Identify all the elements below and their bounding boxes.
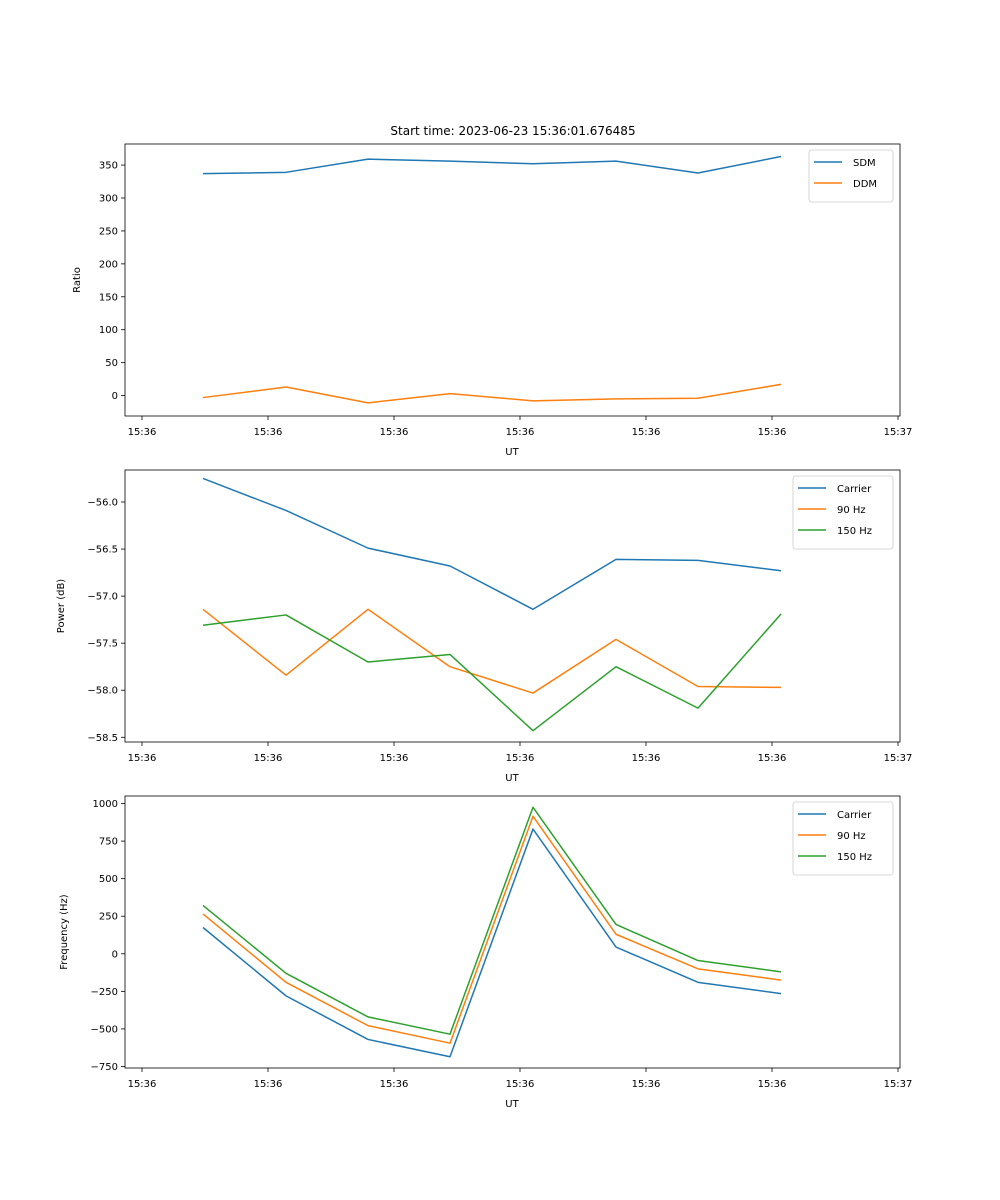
figure-title: Start time: 2023-06-23 15:36:01.676485 bbox=[390, 124, 635, 138]
x-tick-label: 15:36 bbox=[128, 427, 157, 438]
y-tick-label: 150 bbox=[99, 292, 118, 303]
y-tick-label: −250 bbox=[91, 987, 118, 998]
x-tick-label: 15:37 bbox=[884, 1079, 913, 1090]
axes-frame bbox=[124, 143, 901, 417]
legend-label: DDM bbox=[853, 179, 877, 190]
y-tick-label: 50 bbox=[105, 358, 118, 369]
y-tick-label: −56.5 bbox=[87, 545, 118, 556]
series-line-sdm bbox=[202, 155, 782, 175]
chart-3: 15:36 15:36 15:36 15:36 15:36 15:36 15:37 UT 100… bbox=[59, 795, 913, 1110]
series-line-ddm bbox=[202, 383, 782, 404]
y-tick-label: −56.0 bbox=[87, 498, 118, 509]
x-tick-label: 15:36 bbox=[632, 1079, 661, 1090]
legend-label: 90 Hz bbox=[837, 831, 866, 842]
y-tick-label: −500 bbox=[91, 1024, 118, 1035]
x-tick-label: 15:36 bbox=[632, 427, 661, 438]
y-tick-label: 250 bbox=[99, 226, 118, 237]
x-tick-label: 15:36 bbox=[380, 753, 409, 764]
y-tick-label: 500 bbox=[99, 874, 118, 885]
x-tick-label: 15:36 bbox=[758, 427, 787, 438]
series-line-carrier bbox=[202, 828, 782, 1058]
series-line-150-hz bbox=[202, 806, 782, 1035]
series-line-carrier bbox=[202, 477, 782, 611]
legend-label: 150 Hz bbox=[837, 852, 872, 863]
x-tick-label: 15:36 bbox=[254, 427, 283, 438]
y-tick-label: 200 bbox=[99, 259, 118, 270]
legend-label: SDM bbox=[853, 158, 876, 169]
y-tick-label: 0 bbox=[112, 391, 118, 402]
y-tick-label: 100 bbox=[99, 325, 118, 336]
chart-2: 15:36 15:36 15:36 15:36 15:36 15:36 15:37 UT −56… bbox=[56, 469, 913, 784]
series-line-90-hz bbox=[202, 608, 782, 694]
y-tick-label: 1000 bbox=[93, 799, 118, 810]
y-tick-label: −58.0 bbox=[87, 686, 118, 697]
x-tick-label: 15:37 bbox=[884, 753, 913, 764]
y-tick-label: −58.5 bbox=[87, 733, 118, 744]
legend-label: 150 Hz bbox=[837, 526, 872, 537]
x-tick-label: 15:36 bbox=[758, 1079, 787, 1090]
x-tick-label: 15:36 bbox=[380, 427, 409, 438]
y-axis-label: Power (dB) bbox=[56, 579, 67, 634]
y-tick-label: −750 bbox=[91, 1062, 118, 1073]
y-tick-label: 0 bbox=[112, 949, 118, 960]
x-axis-label: UT bbox=[505, 447, 519, 458]
x-axis-label: UT bbox=[505, 1099, 519, 1110]
y-tick-label: 750 bbox=[99, 837, 118, 848]
axes-frame bbox=[124, 469, 901, 743]
x-tick-label: 15:36 bbox=[254, 1079, 283, 1090]
series-line-90-hz bbox=[202, 815, 782, 1044]
x-tick-label: 15:36 bbox=[254, 753, 283, 764]
legend: Carrier 90 Hz 150 Hz bbox=[792, 801, 894, 876]
x-tick-label: 15:36 bbox=[506, 1079, 535, 1090]
x-tick-label: 15:36 bbox=[128, 753, 157, 764]
y-axis-label: Ratio bbox=[72, 267, 83, 293]
y-tick-label: −57.5 bbox=[87, 639, 118, 650]
x-tick-label: 15:36 bbox=[128, 1079, 157, 1090]
x-tick-label: 15:36 bbox=[380, 1079, 409, 1090]
x-tick-label: 15:36 bbox=[506, 753, 535, 764]
legend-label: Carrier bbox=[837, 484, 872, 495]
x-axis-label: UT bbox=[505, 773, 519, 784]
legend-label: Carrier bbox=[837, 810, 872, 821]
x-tick-label: 15:36 bbox=[758, 753, 787, 764]
x-tick-label: 15:36 bbox=[506, 427, 535, 438]
y-tick-label: −57.0 bbox=[87, 592, 118, 603]
legend-label: 90 Hz bbox=[837, 505, 866, 516]
legend: Carrier 90 Hz 150 Hz bbox=[792, 475, 894, 550]
series-line-150-hz bbox=[202, 613, 782, 732]
chart-1: 15:36 15:36 15:36 15:36 15:36 15:36 15:37 UT 0 50… bbox=[72, 143, 913, 458]
y-tick-label: 350 bbox=[99, 161, 118, 172]
legend-box bbox=[808, 149, 894, 203]
legend: SDM DDM bbox=[808, 149, 894, 203]
y-tick-label: 300 bbox=[99, 194, 118, 205]
y-axis-label: Frequency (Hz) bbox=[59, 894, 70, 970]
y-tick-label: 250 bbox=[99, 912, 118, 923]
x-tick-label: 15:36 bbox=[632, 753, 661, 764]
axes-frame bbox=[124, 795, 901, 1069]
x-tick-label: 15:37 bbox=[884, 427, 913, 438]
